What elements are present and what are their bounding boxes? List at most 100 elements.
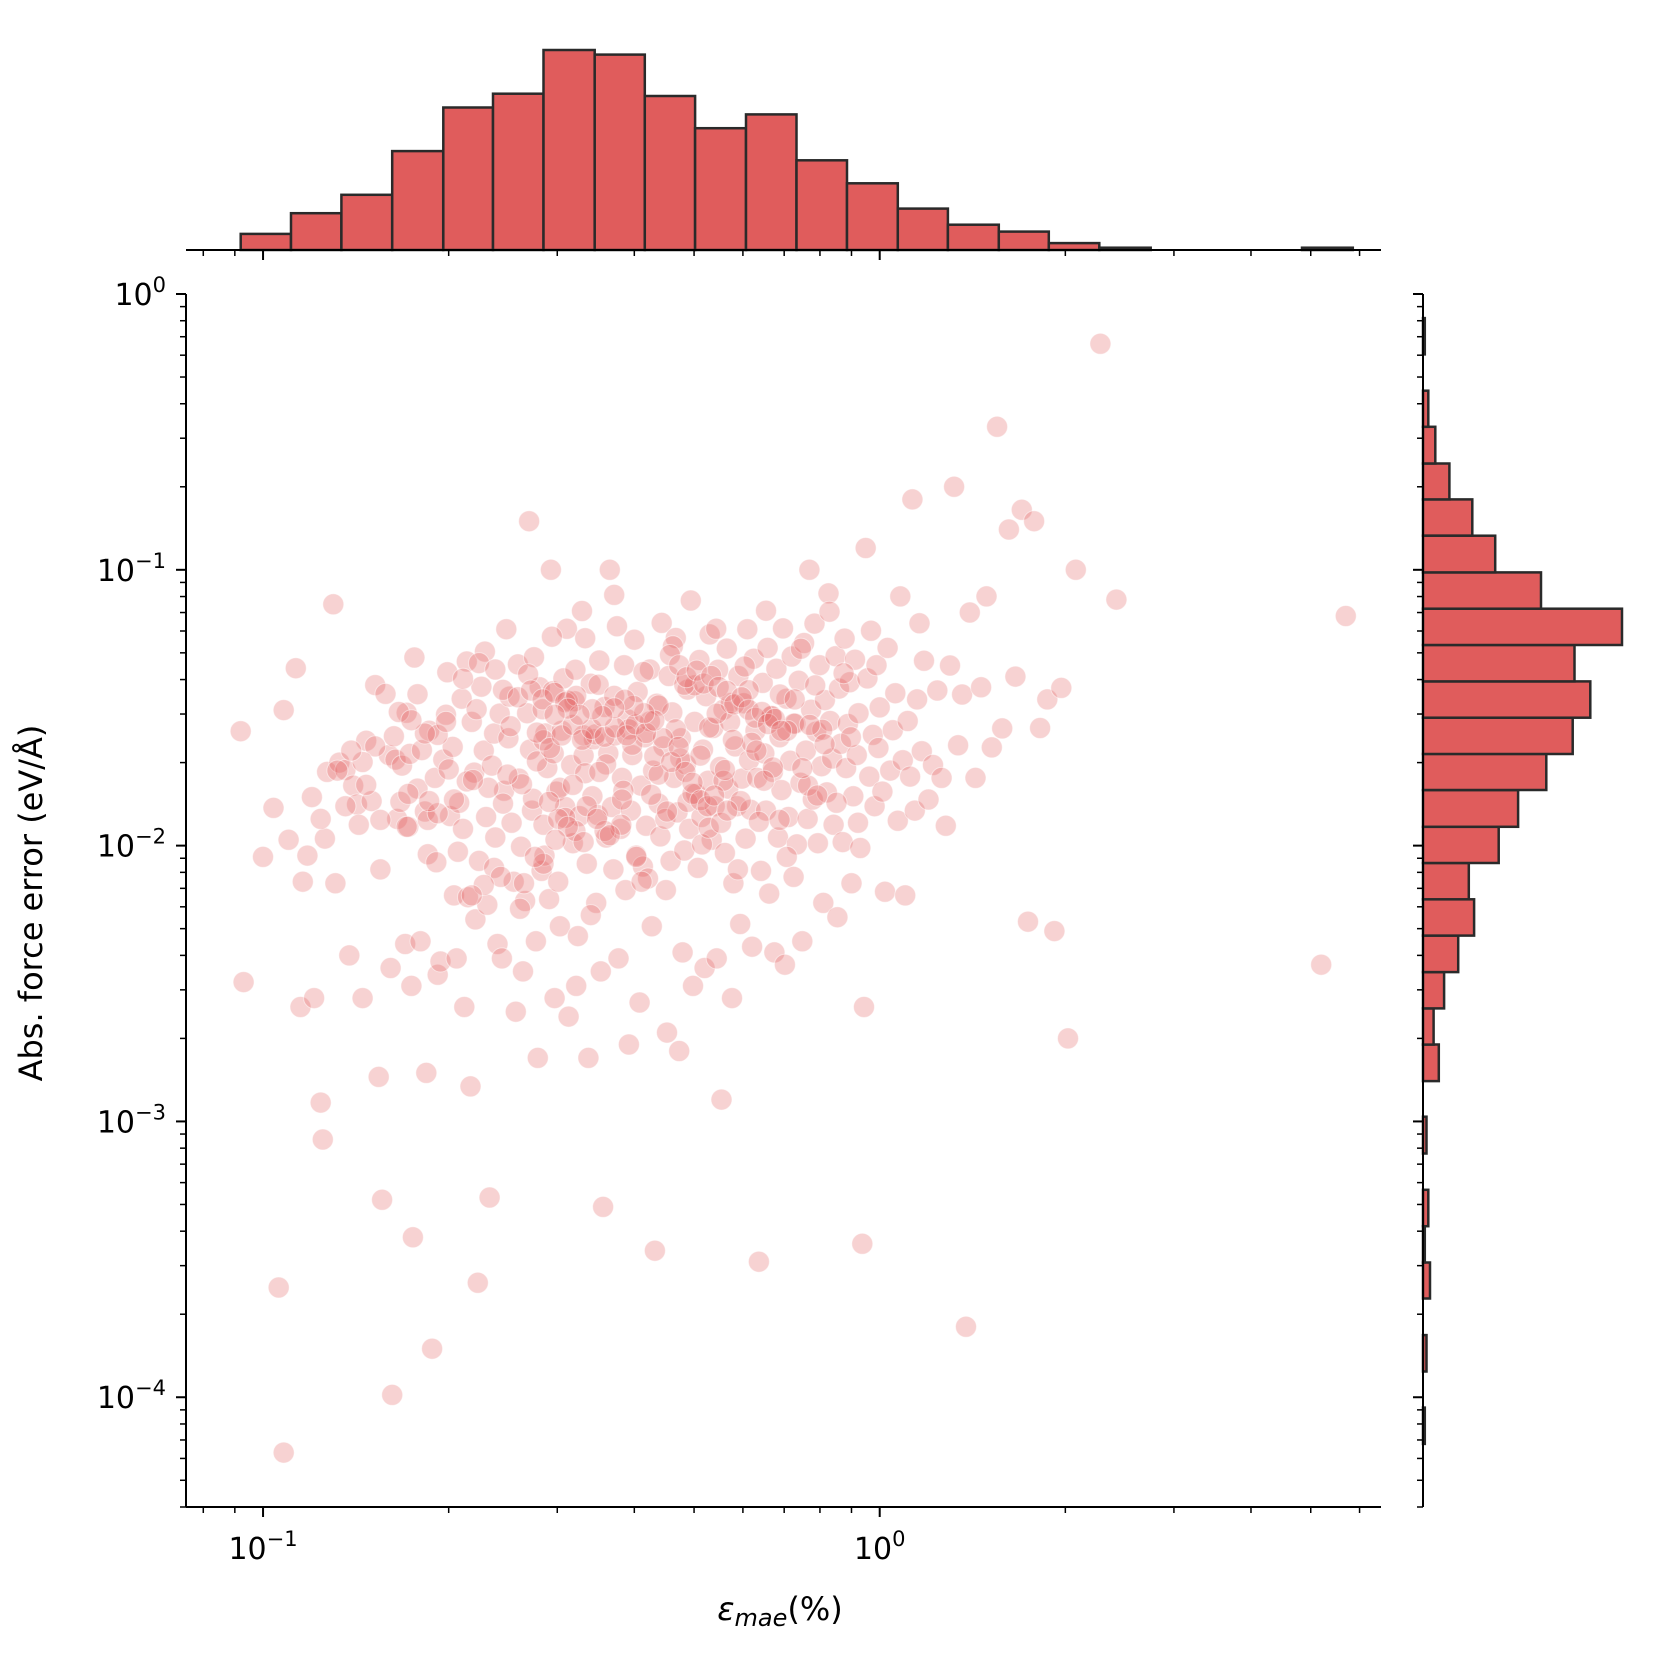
scatter-point	[668, 1040, 691, 1062]
scatter-point	[548, 915, 571, 938]
scatter-point	[351, 751, 374, 773]
scatter-point	[453, 996, 476, 1018]
scatter-point	[947, 734, 970, 757]
y-histogram-bar	[1421, 934, 1460, 974]
scatter-point	[406, 683, 429, 706]
scatter-point	[588, 649, 611, 672]
scatter-point	[484, 658, 507, 681]
scatter-point	[603, 697, 626, 720]
scatter-point	[513, 872, 535, 895]
scatter-point	[698, 716, 721, 739]
scatter-point	[712, 698, 735, 721]
scatter-point	[452, 667, 474, 690]
scatter-point	[486, 933, 509, 955]
scatter-point	[1010, 498, 1033, 521]
scatter-point	[572, 744, 595, 767]
x-tick-label: 10−1	[228, 1527, 297, 1567]
scatter-point	[612, 779, 635, 802]
scatter-point	[716, 799, 739, 822]
scatter-point	[894, 884, 917, 907]
x-histogram-bar	[239, 232, 293, 252]
scatter-point	[705, 947, 728, 970]
y-axis-label: Abs. force error (eV/Å)	[12, 725, 50, 1082]
scatter-point	[750, 859, 772, 882]
x-tick-label: 100	[854, 1527, 906, 1567]
scatter-point	[455, 650, 478, 673]
y-histogram-bar	[1421, 571, 1543, 610]
scatter-point	[300, 786, 323, 809]
scatter-point	[496, 763, 519, 786]
scatter-point	[917, 788, 940, 811]
scatter-point	[252, 845, 274, 868]
scatter-point	[498, 685, 521, 708]
scatter-point	[334, 795, 357, 818]
scatter-point	[415, 1061, 438, 1084]
scatter-point	[488, 702, 511, 725]
scatter-point	[853, 996, 875, 1018]
scatter-point	[611, 788, 633, 811]
scatter-point	[566, 925, 589, 948]
scatter-point	[426, 963, 449, 986]
scatter-point	[443, 884, 465, 907]
scatter-point	[382, 725, 405, 748]
scatter-point	[389, 790, 412, 813]
scatter-point	[845, 744, 868, 767]
scatter-point	[964, 766, 987, 789]
scatter-point	[997, 518, 1020, 541]
y-histogram-bar	[1421, 498, 1474, 537]
scatter-point	[705, 617, 728, 640]
scatter-point	[689, 789, 712, 812]
scatter-point	[595, 826, 618, 849]
scatter-point	[1089, 332, 1112, 355]
scatter-point	[667, 735, 690, 758]
scatter-point	[930, 766, 953, 789]
scatter-point	[934, 814, 957, 837]
scatter-point	[643, 745, 666, 768]
y-histogram-bar	[1421, 825, 1500, 865]
scatter-point	[874, 880, 896, 903]
scatter-point	[798, 558, 821, 581]
scatter-point	[289, 996, 312, 1018]
scatter-point	[409, 930, 432, 953]
scatter-point	[328, 751, 351, 774]
scatter-point	[813, 733, 836, 756]
scatter-point	[468, 652, 490, 675]
scatter-point	[682, 974, 704, 997]
scatter-point	[664, 718, 687, 741]
scatter-point	[351, 987, 374, 1010]
scatter-point	[533, 844, 556, 867]
scatter-point	[758, 882, 781, 905]
scatter-point	[499, 715, 522, 738]
scatter-point	[1029, 717, 1052, 739]
scatter-point	[713, 759, 736, 781]
scatter-point	[613, 654, 636, 677]
scatter-point	[523, 845, 546, 868]
scatter-point	[426, 802, 449, 825]
scatter-point	[506, 686, 529, 709]
scatter-point	[475, 806, 498, 828]
scatter-point	[410, 739, 433, 762]
y-tick-label: 10−2	[97, 825, 166, 865]
scatter-point	[346, 793, 368, 816]
scatter-point	[468, 849, 490, 872]
scatter-point	[391, 754, 413, 777]
scatter-point	[606, 615, 628, 638]
scatter-point	[744, 706, 767, 729]
scatter-point	[906, 688, 929, 711]
scatter-point	[710, 1088, 733, 1111]
scatter-point	[539, 737, 561, 759]
scatter-point	[416, 843, 439, 866]
scatter-point	[267, 1276, 290, 1299]
scatter-point	[791, 930, 814, 953]
scatter-point	[752, 769, 775, 792]
scatter-point	[986, 415, 1009, 438]
scatter-point	[691, 833, 713, 856]
scatter-point	[1105, 588, 1128, 611]
scatter-point	[721, 728, 744, 751]
scatter-point	[574, 762, 597, 785]
scatter-point	[623, 628, 646, 651]
y-tick-label: 10−4	[97, 1376, 166, 1416]
scatter-point	[291, 870, 314, 893]
scatter-point	[492, 678, 514, 701]
scatter-point	[804, 674, 827, 697]
